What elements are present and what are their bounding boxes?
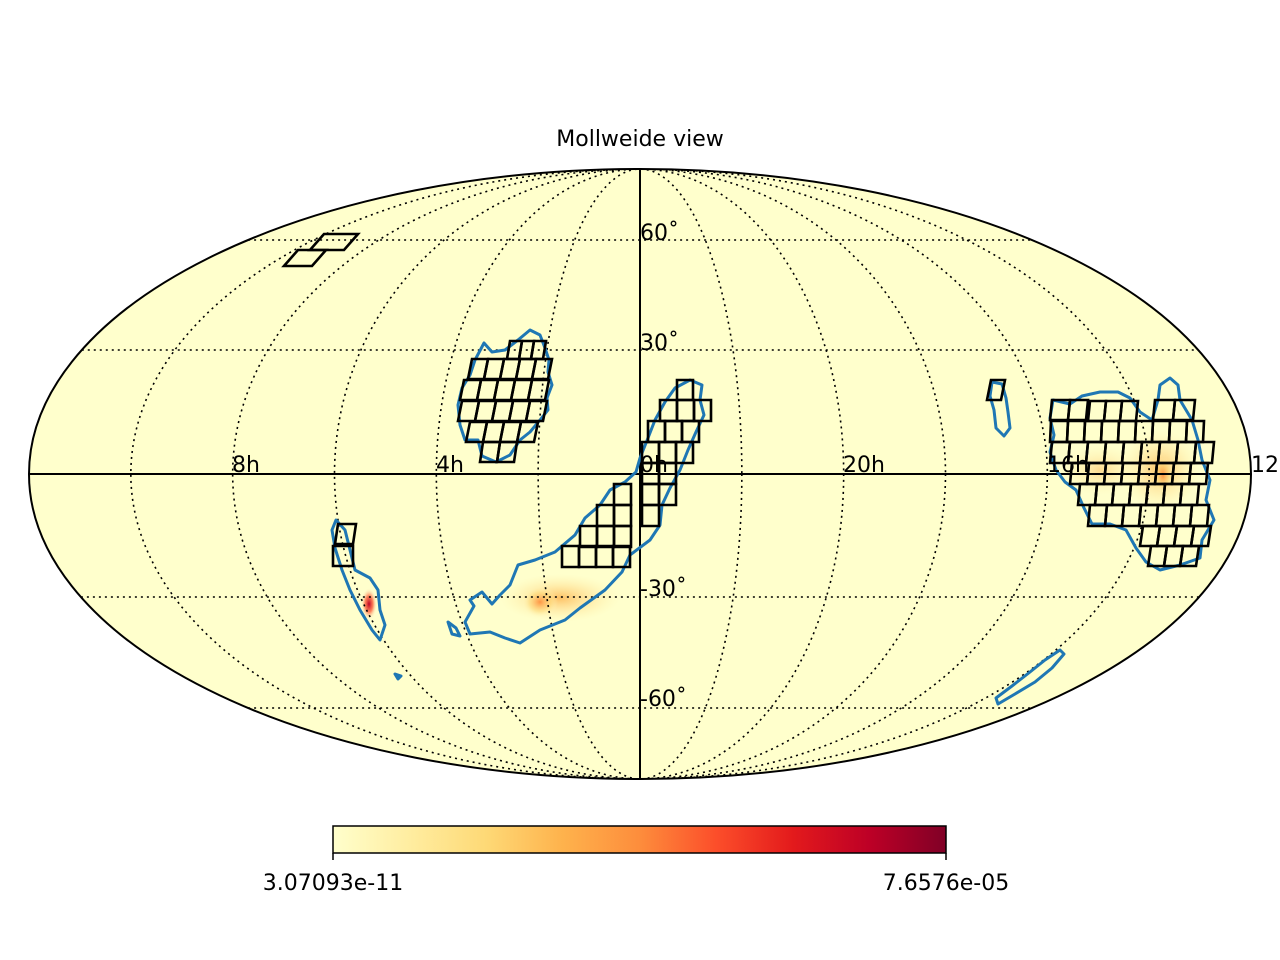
probability-blob [522, 586, 558, 618]
probability-blob [500, 574, 620, 622]
map-title: Mollweide view [556, 127, 723, 152]
colorbar-max-label: 7.6576e-05 [883, 871, 1009, 896]
ra-label: 8h [232, 453, 260, 478]
dec-label: -30˚ [640, 577, 687, 602]
dec-label: 30˚ [640, 331, 679, 356]
contour [395, 674, 401, 679]
colorbar-min-label: 3.07093e-11 [263, 871, 403, 896]
ra-label: 16h [1047, 453, 1089, 478]
dec-label: -60˚ [640, 687, 687, 712]
ra-label: 20h [843, 453, 885, 478]
ra-label: 0h [640, 453, 668, 478]
ra-label: 4h [436, 453, 464, 478]
ra-label: 12h [1251, 453, 1280, 478]
colorbar [333, 826, 946, 853]
dec-label: 60˚ [640, 221, 679, 246]
